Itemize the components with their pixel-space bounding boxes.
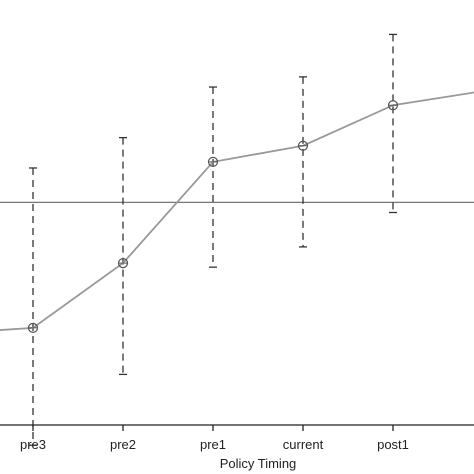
x-axis: pre3 pre2 pre1 current post1 <box>0 424 474 452</box>
marker-layer <box>27 100 399 333</box>
x-tick-label-pre2: pre2 <box>110 437 136 452</box>
x-tick-label-post1: post1 <box>377 437 409 452</box>
x-tick-label-pre3: pre3 <box>20 437 46 452</box>
series-line-layer <box>0 91 474 331</box>
x-tick-label-pre1: pre1 <box>200 437 226 452</box>
error-bar-layer <box>29 33 397 446</box>
x-axis-title: Policy Timing <box>220 456 297 471</box>
x-tick-label-current: current <box>283 437 324 452</box>
estimate-line <box>0 91 474 331</box>
